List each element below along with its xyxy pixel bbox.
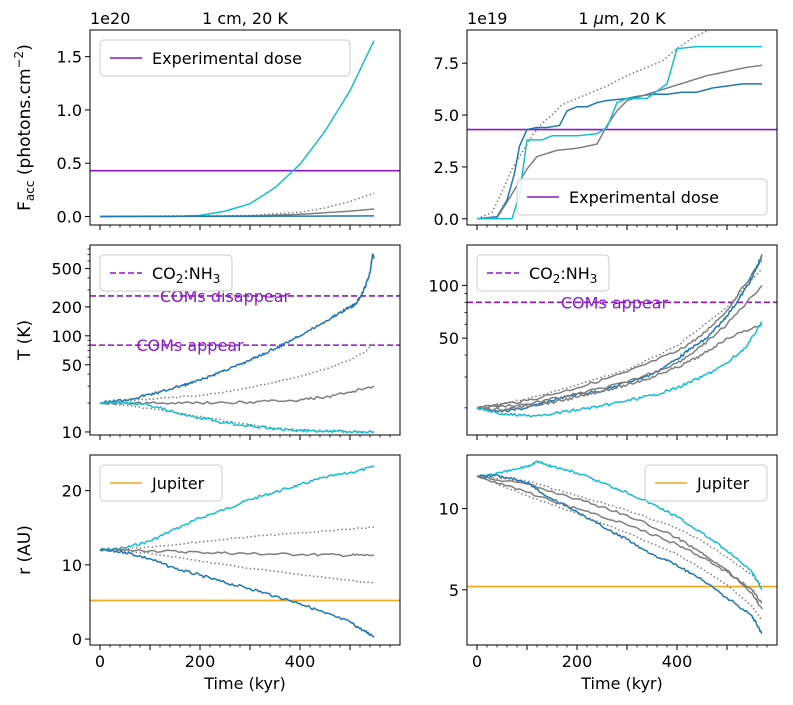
legend-label: Experimental dose [569,188,719,207]
series-cyan [476,460,763,591]
axes-frame [466,29,778,226]
plot-area [467,254,777,418]
series-grey-dotted [476,30,708,220]
plot-area [90,40,400,218]
offset-label: 1e19 [467,9,507,28]
series-cyan [99,465,375,551]
x-axis-label: Time (kyr) [580,674,662,693]
y-tick-label: 100 [51,327,82,346]
y-tick-label: 0.5 [57,154,82,173]
panel-temp-um: COMs appear 50 100 CO2:NH3 [428,244,778,440]
series-grey-dotted [476,475,763,588]
y-axis-label: Facc (photons.cm−2) [12,44,37,211]
y-tick-label: 20 [62,482,82,501]
legend: Jupiter [644,464,768,502]
y-tick-label: 5.0 [434,106,459,125]
series-grey-dotted [476,267,763,409]
x-tick-label: 400 [662,652,693,671]
panel-title: 1 cm, 20 K [202,9,288,28]
y-tick-label: 500 [51,260,82,279]
y-tick-label: 50 [62,356,82,375]
series-blue [476,83,762,220]
x-tick-label: 0 [95,652,105,671]
y-tick-label: 10 [439,500,459,519]
y-tick-label: 1.0 [57,101,82,120]
series-grey-dotted [99,526,374,551]
annotation-coms-disappear: COMs disappear [160,287,291,306]
legend-label: Jupiter [696,474,750,493]
series-grey-3 [476,284,763,409]
legend: CO2:NH3 [99,254,233,292]
series-grey-1 [476,259,763,410]
x-tick-label: 0 [472,652,482,671]
series-grey-dotted [99,342,375,405]
series-cyan [476,321,763,418]
legend-box [99,254,233,292]
legend-box [476,254,610,292]
panel-flux-cm: 0.0 0.5 1.0 1.5 1e20 1 cm, 20 K Facc (photons.… [12,9,401,230]
y-tick-label: 100 [428,276,459,295]
annotation-coms-appear: COMs appear [561,293,669,312]
series-cyan [477,45,762,220]
x-axis-label: Time (kyr) [203,674,285,693]
y-axis-label: r (AU) [15,525,35,575]
plot-area [90,253,400,434]
legend-box [99,464,223,502]
x-tick-label: 400 [285,652,316,671]
legend: Experimental dose [99,39,351,77]
legend-box [516,178,768,216]
y-tick-label: 1.5 [57,48,82,67]
series-grey-dotted-2 [476,475,763,622]
series-grey-1 [476,475,763,610]
y-tick-label: 0.0 [434,210,459,229]
x-tick-label: 200 [185,652,216,671]
offset-label: 1e20 [90,9,130,28]
axes-frame [466,244,778,436]
y-tick-label: 2.5 [434,158,459,177]
series-blue [99,215,375,218]
series-grey-2 [476,323,763,412]
legend-label: CO2:NH3 [152,264,220,286]
y-tick-label: 200 [51,298,82,317]
series-blue [99,253,375,405]
y-tick-label: 50 [439,329,459,348]
y-tick-label: 0.0 [57,207,82,226]
series-cyan [99,400,375,434]
y-tick-label: 5 [449,581,459,600]
series-grey-2 [476,475,763,604]
legend-label: CO2:NH3 [529,264,597,286]
legend: Jupiter [99,464,223,502]
legend: Experimental dose [516,178,768,216]
legend-label: Jupiter [151,474,205,493]
series-blue [476,474,763,635]
panel-flux-um: 0.0 2.5 5.0 7.5 1e19 1 μm, 20 K Experimental d… [434,9,778,230]
axes-frame [466,454,778,646]
legend: CO2:NH3 [476,254,610,292]
y-tick-label: 7.5 [434,54,459,73]
series-grey [99,385,375,406]
series-grey-dotted-2 [99,402,375,434]
y-tick-label: 10 [62,423,82,442]
plot-area [467,460,777,635]
series-blue [99,548,375,638]
y-tick-label: 0 [72,630,82,649]
legend-box [99,39,351,77]
legend-label: Experimental dose [152,49,302,68]
x-tick-label: 200 [562,652,593,671]
annotation-coms-appear: COMs appear [136,336,244,355]
series-grey [99,548,374,558]
axes-frame [89,29,401,226]
panel-title: 1 μm, 20 K [578,9,666,28]
y-tick-label: 10 [62,556,82,575]
plot-area [90,465,400,638]
axes-frame [89,454,401,646]
series-grey-dotted-2 [99,548,375,585]
y-axis-label: T (K) [15,320,35,361]
panel-temp-cm: COMs disappear COMs appear 10 50 100 200 500 T … [15,244,401,442]
legend-box [644,464,768,502]
